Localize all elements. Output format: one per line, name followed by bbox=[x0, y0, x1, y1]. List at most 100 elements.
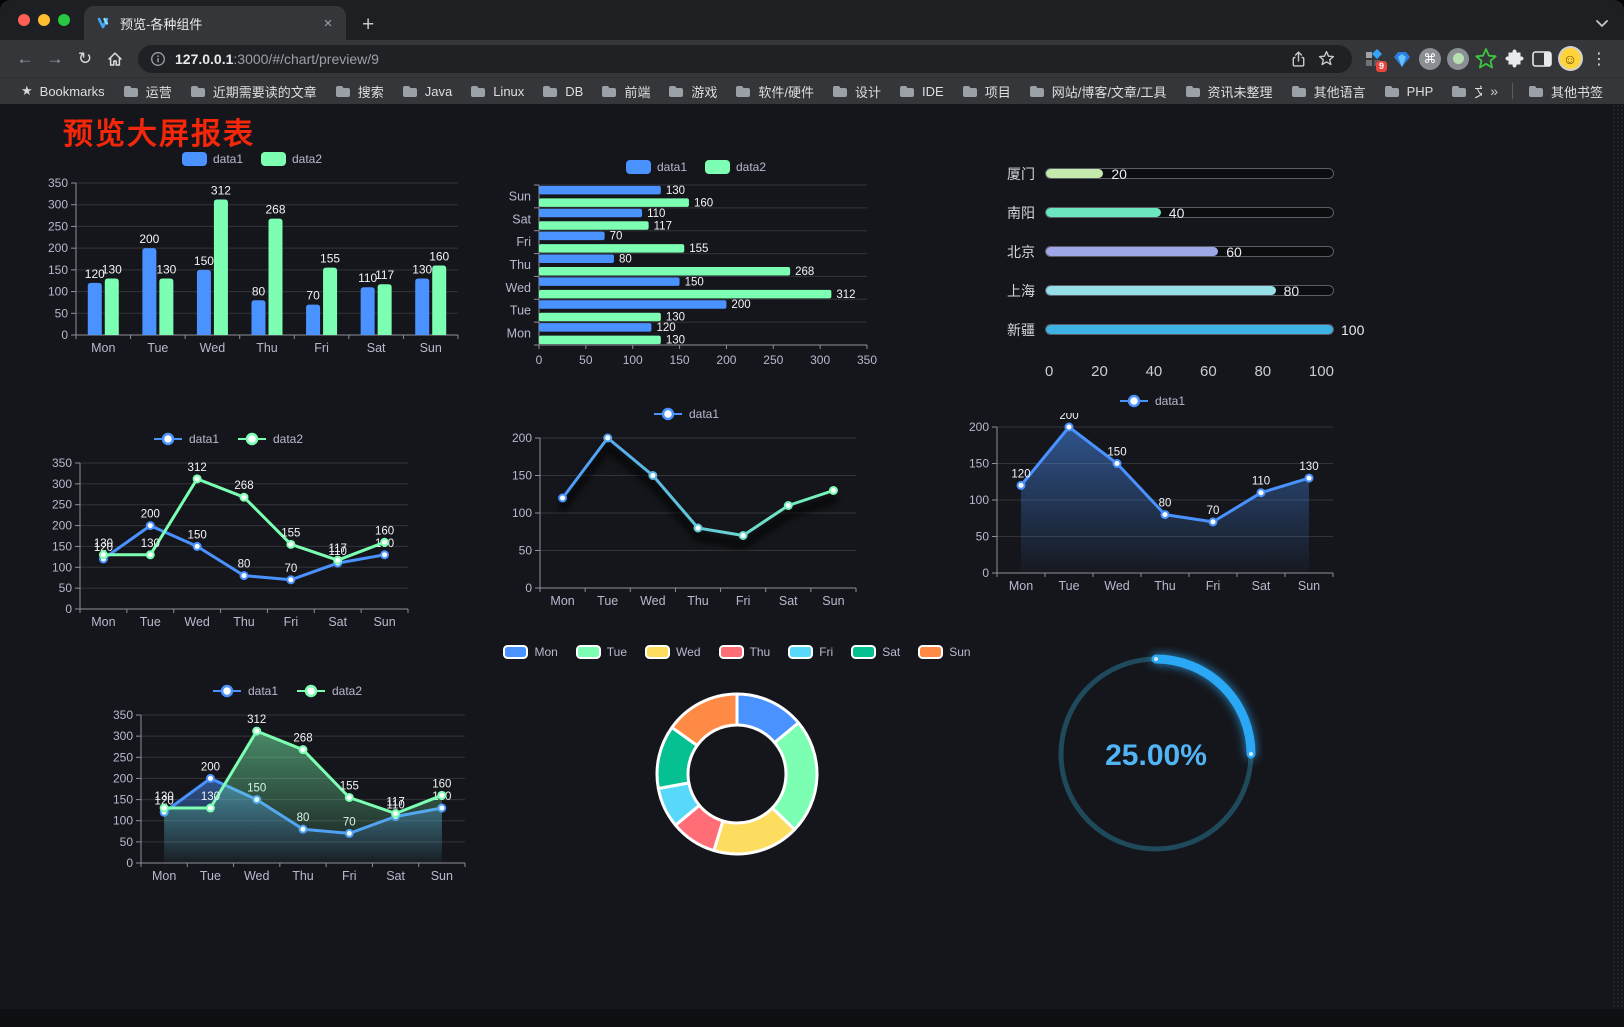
bookmark-folder[interactable]: 近期需要读的文章 bbox=[181, 80, 326, 102]
legend-item[interactable]: Tue bbox=[575, 645, 628, 659]
legend-label: data1 bbox=[247, 684, 278, 698]
other-bookmarks-item[interactable]: 其他书签 bbox=[1519, 80, 1612, 102]
bar bbox=[268, 218, 283, 335]
bookmark-folder[interactable]: 文件服务器 bbox=[1442, 80, 1482, 102]
window-minimize-button[interactable] bbox=[38, 14, 50, 26]
back-button[interactable]: ← bbox=[16, 48, 34, 68]
svg-text:200: 200 bbox=[512, 431, 532, 445]
address-bar[interactable]: 127.0.0.1:3000/#/chart/preview/9 bbox=[138, 44, 1352, 73]
legend-item[interactable]: data2 bbox=[705, 160, 766, 174]
extension-badge: 9 bbox=[1375, 60, 1387, 72]
data-point bbox=[1256, 488, 1266, 498]
data-point bbox=[333, 555, 343, 565]
chart-canvas bbox=[655, 692, 819, 856]
bookmark-label: 文件服务器 bbox=[1474, 84, 1483, 100]
bookmark-folder[interactable]: Java bbox=[393, 80, 461, 102]
legend-item[interactable]: data1 bbox=[1119, 394, 1185, 408]
bookmark-folder[interactable]: 运营 bbox=[114, 80, 181, 102]
legend-item[interactable]: Sun bbox=[918, 645, 971, 659]
svg-text:250: 250 bbox=[52, 498, 72, 512]
svg-text:Sat: Sat bbox=[779, 594, 798, 608]
progress-track: 100 bbox=[1045, 322, 1364, 338]
window-zoom-button[interactable] bbox=[58, 14, 70, 26]
legend-item[interactable]: data1 bbox=[212, 684, 278, 698]
side-panel-button[interactable] bbox=[1528, 45, 1556, 73]
tab-strip: 预览-各种组件 × + bbox=[0, 0, 1624, 40]
bookmark-folder[interactable]: PHP bbox=[1375, 80, 1443, 102]
progress-fill bbox=[1046, 286, 1276, 295]
forward-button[interactable]: → bbox=[46, 48, 64, 68]
bookmark-folder[interactable]: IDE bbox=[890, 80, 953, 102]
scrollbar-track[interactable] bbox=[1612, 104, 1624, 1009]
data-point bbox=[380, 550, 390, 560]
svg-text:80: 80 bbox=[1159, 498, 1172, 510]
folder-icon bbox=[335, 85, 350, 97]
tab-search-chevron-icon[interactable] bbox=[1596, 20, 1608, 28]
browser-tab[interactable]: 预览-各种组件 × bbox=[84, 6, 346, 40]
bookmarks-bar: ★ Bookmarks 运营 近期需要读的文章 搜索 Java Linux DB 前端 游戏 软… bbox=[0, 77, 1624, 104]
bookmark-folder[interactable]: 资讯未整理 bbox=[1176, 80, 1282, 102]
bookmark-folder[interactable]: 项目 bbox=[953, 80, 1020, 102]
bookmark-folder[interactable]: 网站/博客/文章/工具 bbox=[1020, 80, 1176, 102]
tab-close-icon[interactable]: × bbox=[323, 14, 333, 32]
legend-label: data1 bbox=[188, 432, 219, 446]
extension-record-button[interactable] bbox=[1444, 45, 1472, 73]
extension-cmd-button[interactable]: ⌘ bbox=[1416, 45, 1444, 73]
folder-icon bbox=[1452, 85, 1467, 97]
svg-text:100: 100 bbox=[623, 353, 643, 367]
legend-item[interactable]: data1 bbox=[181, 152, 243, 166]
svg-text:312: 312 bbox=[247, 714, 266, 726]
svg-text:0: 0 bbox=[61, 328, 68, 342]
home-button[interactable] bbox=[100, 45, 130, 73]
legend-item[interactable]: Sat bbox=[851, 645, 900, 659]
new-tab-button[interactable]: + bbox=[362, 13, 375, 36]
svg-text:70: 70 bbox=[306, 289, 320, 303]
legend-item[interactable]: data2 bbox=[237, 432, 303, 446]
bar bbox=[159, 278, 174, 335]
legend-swatch-icon bbox=[788, 645, 814, 659]
bookmark-folder[interactable]: Linux bbox=[461, 80, 533, 102]
legend-item[interactable]: data2 bbox=[261, 152, 322, 166]
bookmark-folder[interactable]: 前端 bbox=[592, 80, 659, 102]
record-icon bbox=[1447, 47, 1469, 70]
window-close-button[interactable] bbox=[18, 14, 30, 26]
legend-item[interactable]: data2 bbox=[296, 684, 362, 698]
bookmark-folder[interactable]: DB bbox=[533, 80, 592, 102]
svg-text:Wed: Wed bbox=[1104, 579, 1130, 593]
legend-item[interactable]: data1 bbox=[653, 407, 719, 421]
extension-gem-button[interactable] bbox=[1388, 45, 1416, 73]
legend-item[interactable]: data1 bbox=[153, 432, 219, 446]
svg-text:Mon: Mon bbox=[152, 869, 176, 883]
extension-grid-button[interactable]: 9 bbox=[1360, 45, 1388, 73]
legend-item[interactable]: Fri bbox=[788, 645, 833, 659]
data-point bbox=[205, 773, 215, 783]
chart-canvas: 0 50 100 150 200 Mon Tue Wed Thu Fri Sat Sun bbox=[512, 431, 857, 608]
legend-label: Wed bbox=[676, 645, 701, 659]
info-icon[interactable] bbox=[150, 51, 166, 67]
legend-item[interactable]: Wed bbox=[645, 645, 701, 659]
menu-kebab-button[interactable]: ⋮ bbox=[1591, 50, 1607, 68]
bookmarks-root-item[interactable]: ★ Bookmarks bbox=[12, 80, 114, 102]
bookmarks-star-icon: ★ bbox=[21, 83, 33, 98]
bookmark-folder[interactable]: 搜索 bbox=[326, 80, 393, 102]
svg-text:120: 120 bbox=[656, 322, 675, 334]
svg-text:50: 50 bbox=[55, 306, 69, 320]
reload-button[interactable]: ↻ bbox=[77, 48, 93, 68]
url-text[interactable]: 127.0.0.1:3000/#/chart/preview/9 bbox=[175, 51, 1284, 67]
share-button[interactable] bbox=[1284, 45, 1312, 73]
legend-label: Sat bbox=[882, 645, 901, 659]
legend-label: Tue bbox=[606, 645, 628, 659]
bookmark-folder[interactable]: 其他语言 bbox=[1282, 80, 1375, 102]
bookmark-star-button[interactable] bbox=[1312, 45, 1340, 73]
bookmark-folder[interactable]: 游戏 bbox=[659, 80, 726, 102]
svg-text:268: 268 bbox=[293, 733, 312, 745]
legend-item[interactable]: Mon bbox=[503, 645, 558, 659]
bookmarks-overflow-button[interactable]: » bbox=[1490, 83, 1498, 99]
extensions-puzzle-button[interactable] bbox=[1500, 45, 1528, 73]
profile-avatar[interactable]: ☺ bbox=[1556, 45, 1584, 73]
bookmark-folder[interactable]: 软件/硬件 bbox=[726, 80, 823, 102]
legend-item[interactable]: Thu bbox=[718, 645, 770, 659]
legend-item[interactable]: data1 bbox=[625, 160, 687, 174]
bookmark-folder[interactable]: 设计 bbox=[823, 80, 890, 102]
extension-star-button[interactable] bbox=[1472, 45, 1500, 73]
